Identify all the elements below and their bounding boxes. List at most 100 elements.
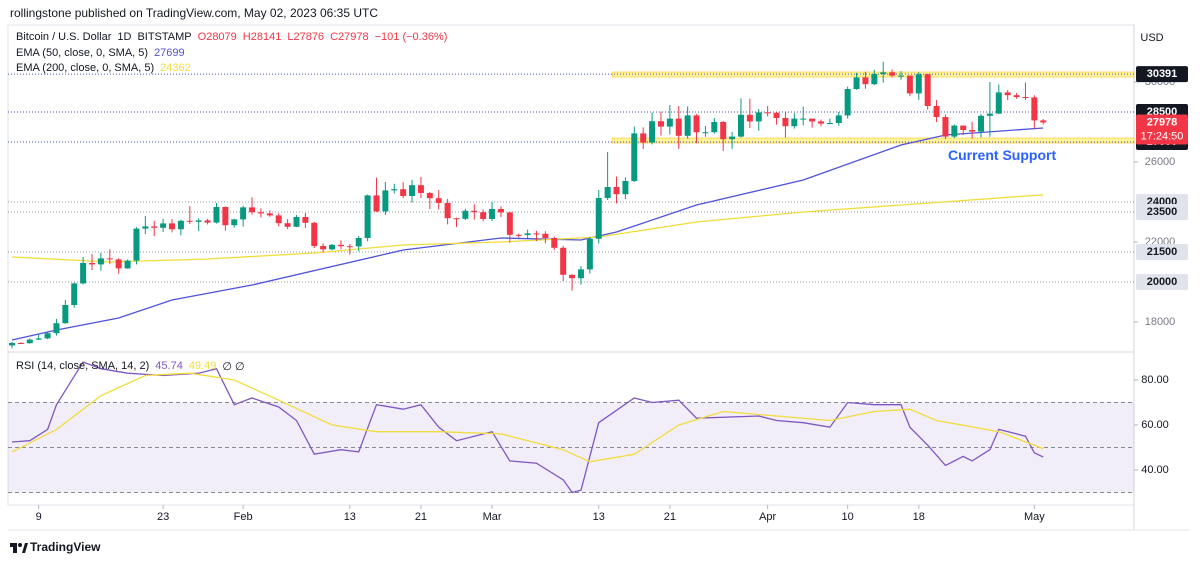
candle-body [293,217,300,227]
candle-body [71,283,78,305]
interval: 1D [117,31,132,43]
indicator-line [11,361,1044,494]
candle-body [320,246,327,250]
candle-body [337,244,344,247]
candle-body [835,115,842,123]
candle-body [213,207,220,223]
candle-body [942,117,949,137]
publisher: rollingstone published on TradingView.co… [10,6,378,20]
y-tick-label: 18000 [1145,316,1176,328]
candle-body [142,226,149,229]
legend-name: EMA (200, close, 0, SMA, 5) [16,62,155,74]
level-box [1136,274,1188,290]
candle-body [400,189,407,196]
candle-body [640,133,647,143]
y-tick-label: 40.00 [1141,464,1169,476]
candle-body [1040,120,1047,123]
candle-body [115,259,122,269]
candle-body [302,217,309,223]
candle-body [684,115,691,136]
candle-body [809,118,816,122]
symbol: Bitcoin / U.S. Dollar [16,31,112,43]
candle-body [329,244,336,250]
candle-body [506,212,513,235]
candle-body [462,210,469,219]
candle-body [1022,97,1029,98]
candle-body [889,72,896,76]
level-box [1136,244,1188,260]
rsi-title: RSI (14, close, SMA, 14, 2) [16,360,150,372]
candle-body [497,209,504,213]
candle-body [880,72,887,74]
candle-body [515,234,522,236]
candle-body [195,220,202,222]
y-tick-label: 26000 [1145,156,1176,168]
support-zone [612,137,1135,144]
candle-body [1013,95,1020,97]
candle-body [960,125,967,130]
candle-body [595,198,602,239]
candle-body [53,323,60,334]
candle-body [755,112,762,122]
candle-body [364,195,371,238]
ohlc-value: C27978 [330,31,369,43]
candle-body [471,210,478,213]
candle-body [702,132,709,134]
candle-body [417,185,424,193]
candle-body [586,238,593,270]
legend-row: EMA (50, close, 0, SMA, 5) 27699 [16,47,191,59]
candle-body [853,77,860,89]
candle-body [800,118,807,120]
countdown: 17:24:50 [1141,130,1184,142]
ohlc-value: L27876 [287,31,325,43]
candle-body [391,189,398,191]
candle-body [737,114,744,137]
x-tick-label: Apr [759,511,776,523]
legend-value: 49.49 [188,360,217,372]
candle-body [995,92,1002,114]
ohlc-value: H28141 [242,31,282,43]
candle-body [240,207,247,220]
candle-body [222,207,229,226]
x-tick-label: 10 [842,511,854,523]
y-tick-label: 80.00 [1141,374,1169,386]
candle-body [871,74,878,85]
candle-body [266,213,273,216]
indicator-line [11,194,1044,263]
candle-body [17,343,24,344]
candle-body [97,258,104,265]
candle-body [204,220,211,223]
x-tick-label: 13 [593,511,605,523]
candle-body [169,223,176,230]
legend-value: 24362 [160,62,191,74]
candle-body [791,118,798,127]
candle-body [551,238,558,248]
candle-body [444,203,451,219]
level-label: 30391 [1147,68,1178,80]
candle-body [711,122,718,133]
candle-body [1031,97,1038,121]
candle-body [435,198,442,203]
candle-body [124,260,131,269]
candle-body [186,220,193,222]
footer: TradingView [30,540,101,554]
last-price-box [1136,114,1188,145]
legend-value: 45.74 [155,360,183,372]
annotation: Current Support [948,147,1057,163]
candle-body [986,113,993,116]
tv-logo [10,543,28,553]
candle-body [151,226,158,228]
indicator-line [11,127,1044,341]
x-tick-label: 21 [664,511,676,523]
change: −101 (−0.36%) [374,31,448,43]
level-label: 21500 [1147,246,1178,258]
candle-body [426,193,433,199]
candle-body [560,247,567,275]
ohlc-value: O28079 [197,31,237,43]
candle-body [969,130,976,132]
candle-body [613,187,620,195]
candle-body [311,222,318,246]
rsi-extra: ∅ ∅ [222,361,245,373]
x-tick-label: 9 [36,511,42,523]
